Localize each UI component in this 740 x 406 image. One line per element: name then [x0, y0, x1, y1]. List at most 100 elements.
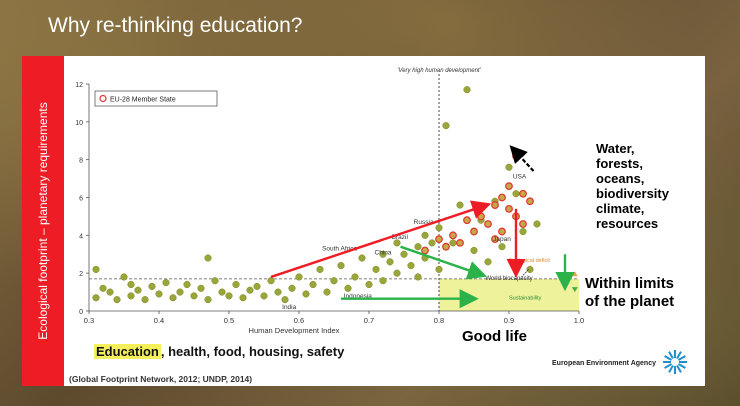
eu-point [491, 201, 499, 209]
logo-ray [676, 364, 682, 373]
country-point [295, 273, 303, 281]
country-point [456, 201, 464, 209]
country-point [533, 220, 541, 228]
impact-item: oceans, [596, 171, 645, 186]
country-point [92, 265, 100, 273]
country-label: USA [513, 174, 527, 181]
country-point [267, 277, 275, 285]
country-point [127, 292, 135, 300]
eu-point [519, 189, 527, 198]
y-tick-label: 0 [79, 309, 83, 316]
x-tick-label: 1.0 [574, 316, 584, 325]
x-tick-label: 0.9 [504, 316, 514, 325]
eu-point [470, 227, 478, 236]
country-point [190, 292, 198, 300]
country-point [414, 243, 422, 251]
impact-item: Water, [596, 141, 635, 156]
education-highlight: Education [94, 344, 161, 359]
country-point [323, 288, 331, 296]
country-point [260, 292, 268, 300]
eu-point [449, 231, 457, 240]
country-point [176, 288, 184, 296]
country-point [435, 265, 443, 273]
country-point [316, 265, 324, 273]
country-point [127, 280, 135, 289]
limits-line: Within limits [585, 275, 675, 292]
country-point [379, 277, 387, 285]
x-tick-label: 0.7 [364, 316, 374, 325]
country-label: Russia [414, 219, 434, 226]
country-point [183, 280, 191, 289]
needs-rest: , health, food, housing, safety [160, 344, 345, 359]
x-tick-label: 0.4 [154, 316, 164, 325]
country-point [498, 243, 506, 251]
country-point [393, 239, 401, 247]
black-dashed-arrow [509, 145, 535, 172]
country-point [512, 190, 520, 198]
eu-point [463, 216, 471, 225]
x-tick-label: 0.3 [84, 316, 94, 325]
eu-point [477, 212, 485, 221]
eu-point [484, 220, 492, 228]
logo-ray [668, 351, 674, 360]
country-point [92, 294, 100, 302]
country-point [344, 284, 352, 292]
eu-point [491, 235, 499, 244]
eu-point [456, 238, 464, 247]
red-arrow-rising [270, 200, 492, 279]
country-point [155, 290, 163, 298]
country-point [253, 282, 261, 290]
country-point [365, 280, 373, 289]
country-point [358, 254, 366, 262]
eu-point [498, 227, 506, 236]
x-tick-label: 0.6 [294, 316, 304, 325]
deficit-label: Ecological deficit [509, 258, 550, 264]
eu-point [526, 197, 534, 206]
good-life-label: Good life [462, 328, 527, 345]
country-point [288, 284, 296, 292]
country-point [302, 290, 310, 298]
very-high-label: 'Very high human development' [397, 68, 481, 74]
country-label: Indonesia [344, 293, 373, 300]
source-citation: (Global Footprint Network, 2012; UNDP, 2… [69, 374, 253, 384]
country-point [526, 265, 534, 273]
y-tick-label: 10 [75, 120, 83, 127]
country-point [211, 277, 219, 285]
eu-point [505, 204, 513, 213]
logo-ray [664, 355, 673, 361]
slide-title: Why re-thinking education? [48, 14, 303, 37]
figure-panel: Ecological footprint – planetary require… [22, 56, 705, 386]
country-point [141, 296, 149, 304]
country-point [379, 250, 387, 258]
impacts-list: Water, forests, oceans, biodiversity cli… [596, 141, 669, 231]
y-tick-label: 12 [75, 82, 83, 89]
japan-dash [521, 269, 529, 278]
country-point [435, 224, 443, 232]
side-label-bar: Ecological footprint – planetary require… [22, 56, 64, 386]
country-point [442, 122, 450, 130]
country-point [134, 286, 142, 294]
country-point [386, 258, 394, 266]
scatter-chart: 0 2 4 6 8 10 12 0.3 0.4 0.5 0.6 0.7 0.8 0.9 1.0 Human D… [75, 68, 584, 335]
y-tick-label: 4 [79, 233, 83, 240]
logo-ray [677, 355, 686, 361]
country-point [274, 288, 282, 296]
country-label: South Africa [322, 245, 357, 252]
country-point [113, 296, 121, 304]
side-label: Ecological footprint – planetary require… [36, 102, 50, 340]
country-point [169, 294, 177, 302]
eu-point [421, 246, 429, 255]
country-point [428, 239, 436, 247]
country-point [225, 292, 233, 300]
y-tick-label: 8 [79, 158, 83, 165]
agency-name: European Environment Agency [552, 360, 656, 367]
biocapacity-label: World biocapacity [485, 276, 532, 282]
country-point [197, 284, 205, 292]
impact-item: biodiversity [596, 186, 669, 201]
country-label: Japan [493, 236, 511, 243]
logo-ray [677, 363, 686, 369]
x-tick-label: 0.8 [434, 316, 444, 325]
logo-ray [668, 364, 674, 373]
logo-ray [676, 351, 682, 360]
within-limits-label: Within limits of the planet [585, 275, 674, 311]
